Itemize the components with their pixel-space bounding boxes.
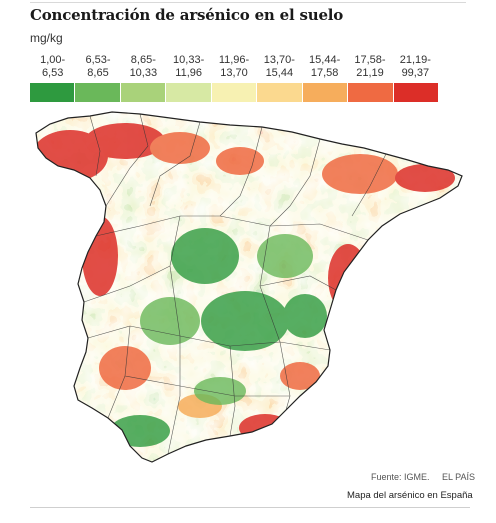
legend-label-3: 8,65- 10,33	[121, 54, 165, 80]
publisher-label: EL PAÍS	[442, 472, 476, 482]
legend-label-from: 17,58-	[354, 54, 386, 66]
legend-swatch-6	[257, 83, 302, 102]
legend-label-5: 11,96- 13,70	[212, 54, 256, 80]
legend-label-to: 17,58	[310, 67, 339, 79]
legend-swatch-8	[348, 83, 393, 102]
legend-label-from: 11,96-	[218, 54, 250, 66]
legend-swatch-3	[120, 83, 166, 102]
legend-label-from: 8,65-	[130, 54, 156, 66]
legend-label-from: 13,70-	[263, 54, 295, 66]
legend-label-8: 17,58- 21,19	[348, 54, 392, 80]
legend-swatches	[30, 83, 438, 102]
legend-label-7: 15,44- 17,58	[303, 54, 347, 80]
legend-swatch-5	[211, 83, 257, 102]
province-borders	[83, 113, 387, 455]
source-note: Fuente: IGME.	[371, 472, 430, 482]
legend-label-to: 21,19	[356, 67, 384, 79]
spain-arsenic-map	[30, 106, 468, 468]
legend-label-from: 15,44-	[309, 54, 341, 66]
legend-labels: 1,00- 6,53 6,53- 8,65 8,65- 10,33 10,33- 11,96 1…	[30, 54, 438, 82]
legend-label-9: 21,19- 99,37	[393, 54, 437, 80]
legend-label-to: 10,33	[129, 67, 158, 79]
legend-label-from: 1,00-	[40, 54, 66, 66]
legend-label-to: 15,44	[265, 67, 294, 79]
legend-label-to: 99,37	[401, 67, 430, 79]
legend-swatch-7	[302, 83, 348, 102]
legend-label-to: 8,65	[87, 67, 109, 79]
legend-label-1: 1,00- 6,53	[31, 54, 75, 80]
legend-label-to: 11,96	[175, 67, 203, 79]
legend-label-6: 13,70- 15,44	[257, 54, 301, 80]
bottom-rule	[30, 507, 470, 508]
top-rule	[30, 2, 466, 3]
legend-swatch-9	[393, 83, 438, 102]
legend-label-2: 6,53- 8,65	[76, 54, 120, 80]
legend-swatch-2	[75, 83, 120, 102]
legend-swatch-1	[30, 83, 75, 102]
map-title: Concentración de arsénico en el suelo	[30, 6, 344, 24]
unit-label: mg/kg	[30, 31, 63, 45]
legend-swatch-4	[166, 83, 211, 102]
map-svg	[35, 111, 463, 463]
concentration-layer	[36, 112, 462, 462]
legend-label-to: 6,53	[41, 67, 64, 79]
legend-label-from: 10,33-	[173, 54, 205, 66]
low-concentration-zones	[110, 228, 327, 447]
map-caption: Mapa del arsénico en España	[347, 490, 473, 501]
legend-label-from: 21,19-	[399, 54, 431, 66]
legend-label-4: 10,33- 11,96	[167, 54, 211, 80]
legend: 1,00- 6,53 6,53- 8,65 8,65- 10,33 10,33- 11,96 1…	[30, 54, 438, 102]
legend-label-from: 6,53-	[85, 54, 111, 66]
legend-label-to: 13,70	[220, 67, 248, 79]
